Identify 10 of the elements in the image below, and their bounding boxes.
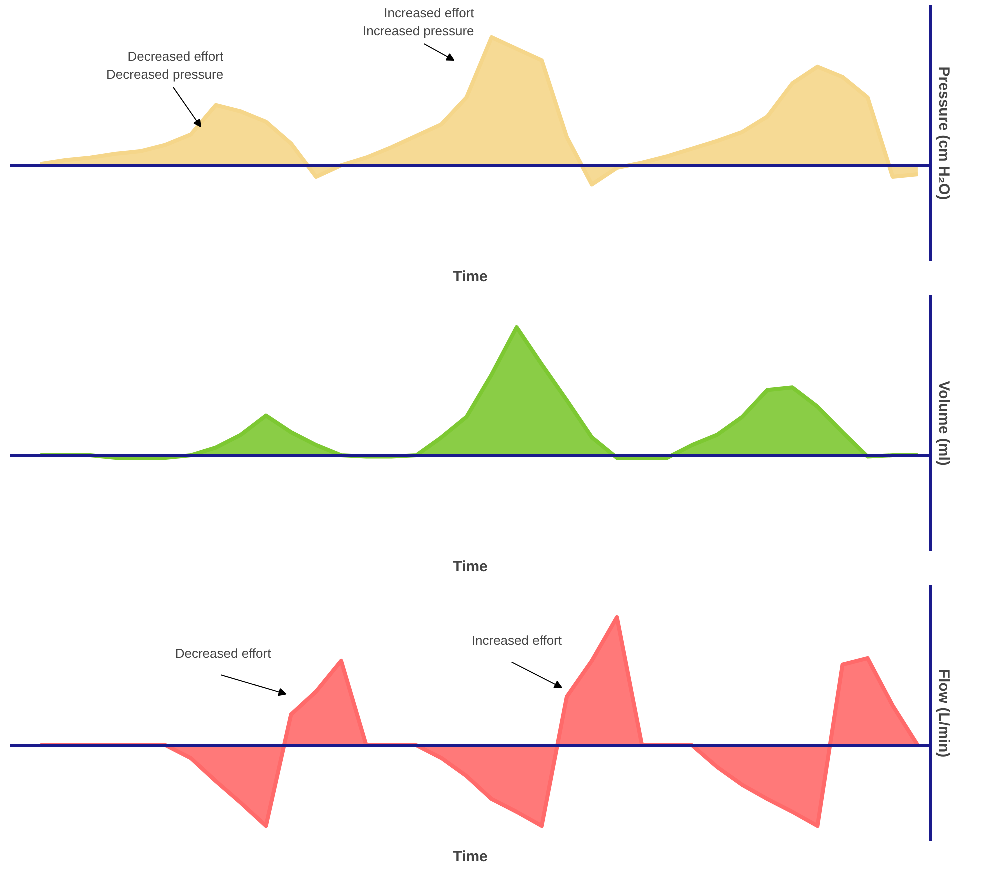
y-axis-title: Pressure (cm H₂O) xyxy=(936,66,952,200)
annotation: Decreased effort xyxy=(175,646,272,661)
y-axis-title: Flow (L/min) xyxy=(936,669,952,758)
annotation: Increased effort Increased pressure xyxy=(362,6,475,39)
x-axis-title: Time xyxy=(453,268,488,286)
annotation: Decreased effort Decreased pressure xyxy=(106,49,224,82)
x-axis-title: Time xyxy=(453,848,488,866)
x-axis-title: Time xyxy=(453,558,488,576)
y-axis-title: Volume (ml) xyxy=(936,381,952,466)
annotation: Increased effort xyxy=(472,633,562,648)
